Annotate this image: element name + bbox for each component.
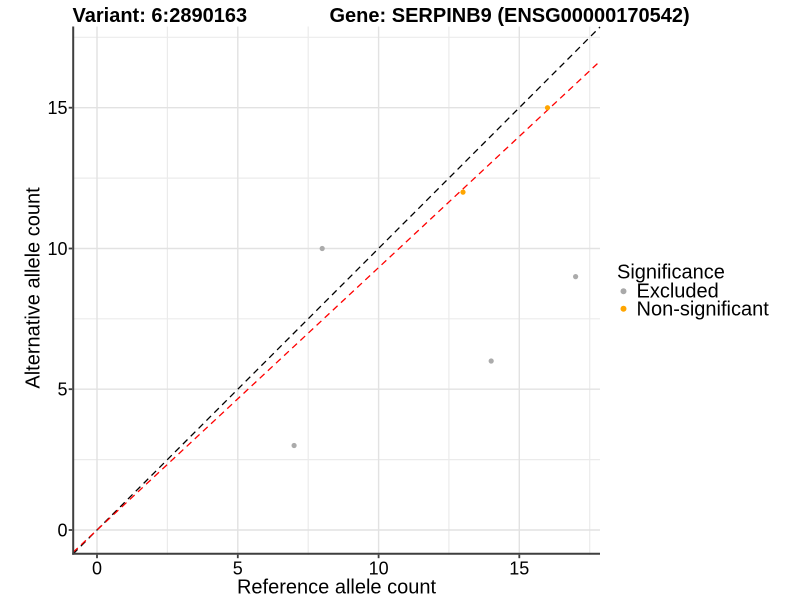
svg-text:Excluded: Excluded (637, 281, 719, 303)
svg-text:5: 5 (233, 558, 243, 578)
svg-text:10: 10 (47, 239, 67, 259)
svg-text:15: 15 (509, 558, 529, 578)
svg-text:Non-significant: Non-significant (637, 298, 770, 320)
svg-text:0: 0 (92, 558, 102, 578)
svg-text:5: 5 (57, 380, 67, 400)
svg-text:10: 10 (369, 558, 389, 578)
svg-text:Reference allele count: Reference allele count (237, 577, 436, 599)
svg-text:0: 0 (57, 520, 67, 540)
svg-text:Alternative allele count: Alternative allele count (23, 187, 45, 389)
svg-text:Significance: Significance (617, 261, 725, 283)
svg-text:Gene: SERPINB9 (ENSG0000017054: Gene: SERPINB9 (ENSG00000170542) (330, 5, 690, 27)
svg-text:15: 15 (47, 98, 67, 118)
svg-text:Variant: 6:2890163: Variant: 6:2890163 (73, 5, 248, 27)
